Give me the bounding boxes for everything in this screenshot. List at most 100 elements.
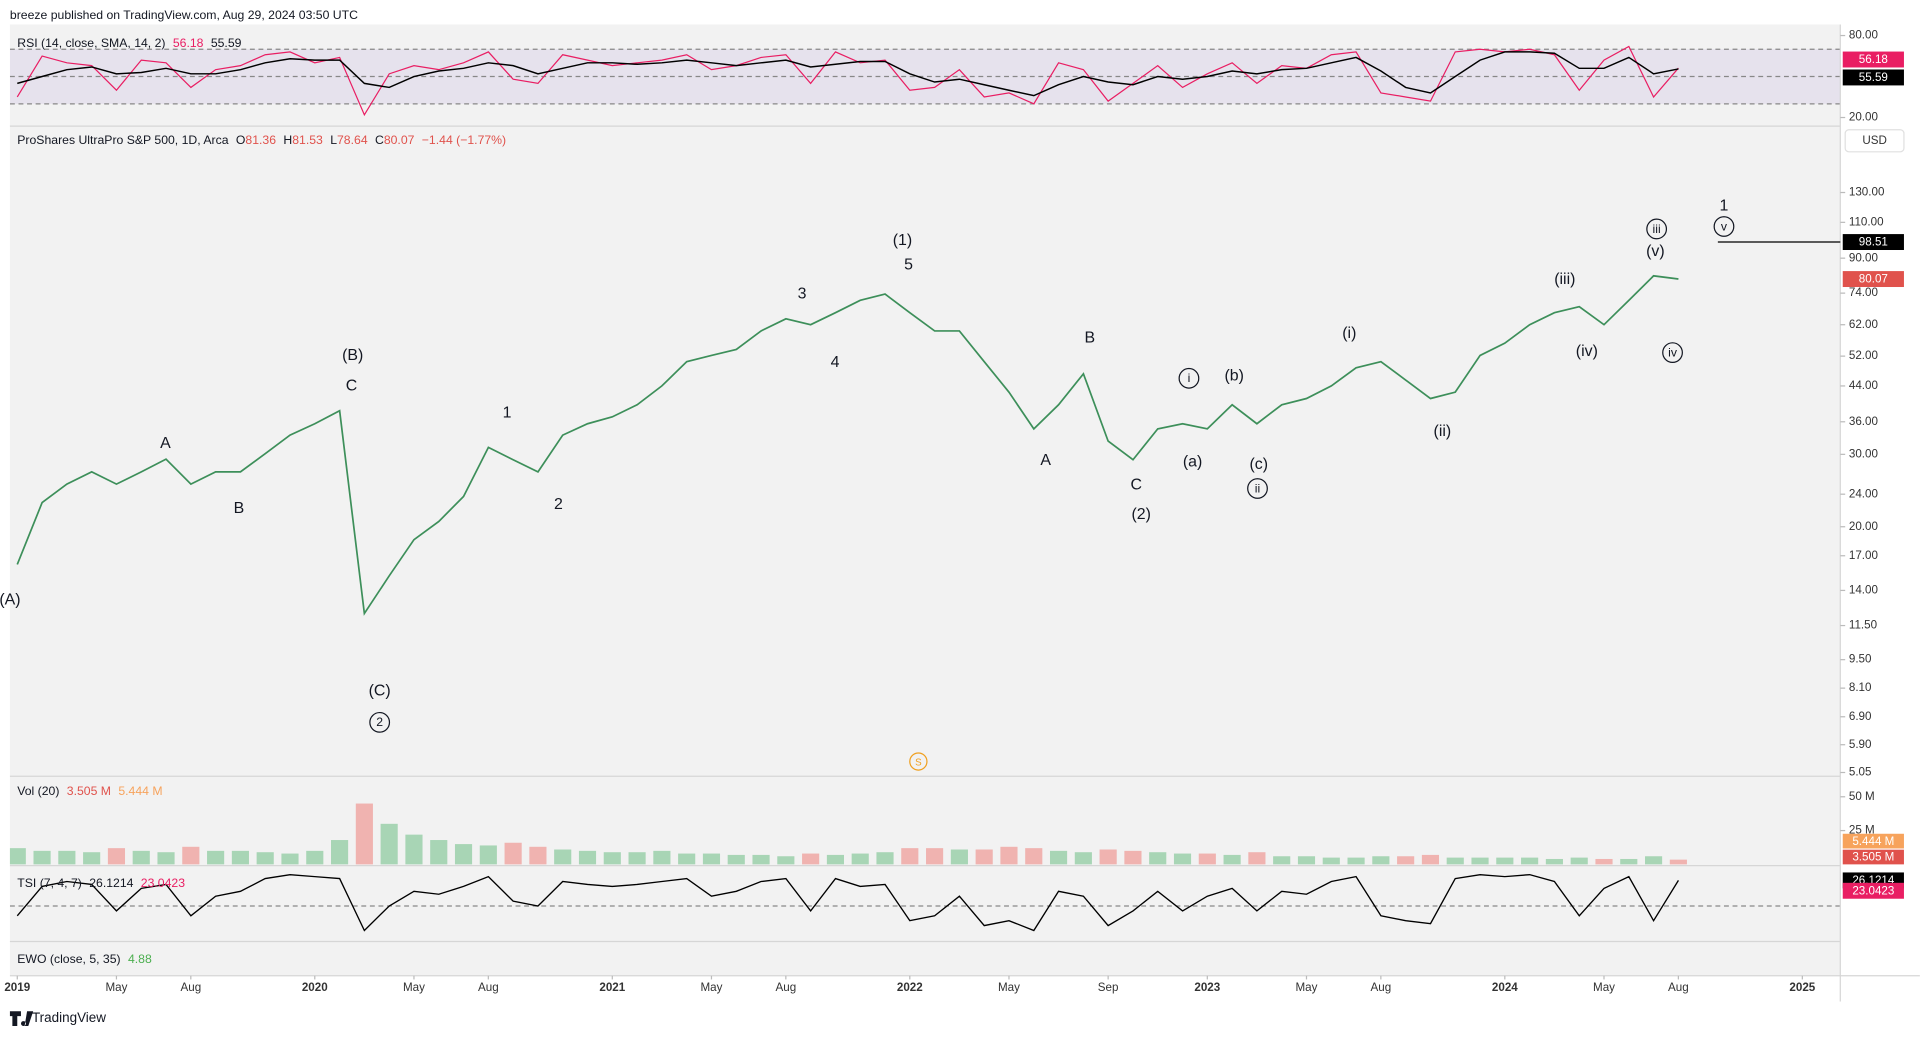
- volume-bar: [1471, 857, 1489, 865]
- x-tick-label: May: [1295, 981, 1317, 994]
- volume-bar: [1099, 849, 1117, 865]
- tsi-line: [16, 873, 1680, 932]
- volume-bar: [1570, 857, 1588, 865]
- wave-label: A: [160, 435, 171, 452]
- symbol-name: ProShares UltraPro S&P 500, 1D, Arca: [17, 133, 228, 147]
- wave-label: 1: [503, 404, 512, 421]
- volume-bar: [281, 853, 299, 865]
- volume-bar: [1273, 856, 1291, 865]
- wave-label: C: [1131, 477, 1143, 494]
- volume-bar: [926, 848, 944, 865]
- wave-label: 5: [904, 256, 913, 273]
- tsi-signal-tag: [1842, 882, 1904, 899]
- level-tag-label: 98.51: [1859, 236, 1888, 249]
- wave-label: i: [1188, 371, 1191, 385]
- volume-bar: [653, 850, 671, 865]
- wave-label: (v): [1646, 243, 1665, 260]
- volume-bar: [1149, 852, 1167, 865]
- y-tick-label: 6.90: [1849, 710, 1872, 723]
- volume-ma-value: 5.444 M: [118, 784, 162, 798]
- currency-label[interactable]: USD: [1862, 134, 1887, 147]
- volume-bar: [504, 842, 522, 865]
- x-tick-label: 2023: [1194, 981, 1220, 994]
- volume-bar: [1645, 856, 1663, 865]
- volume-bar: [132, 850, 150, 865]
- tsi-signal-value: 23.0423: [141, 876, 185, 890]
- volume-bar: [1297, 856, 1316, 865]
- wave-label: (c): [1249, 456, 1268, 473]
- x-tick-label: 2022: [897, 981, 923, 994]
- volume-bar: [380, 823, 398, 865]
- volume-bar: [1372, 856, 1390, 865]
- x-tick-label: May: [998, 981, 1020, 994]
- wave-label: v: [1721, 219, 1728, 233]
- volume-bar: [1347, 857, 1365, 865]
- volume-bar: [802, 853, 820, 865]
- rsi-ma-value: 55.59: [211, 36, 242, 50]
- rsi-tag-label: 56.18: [1859, 53, 1888, 66]
- y-tick-label: 52.00: [1849, 349, 1879, 362]
- volume-bar: [182, 846, 200, 865]
- wave-label: C: [346, 377, 358, 394]
- volume-value: 3.505 M: [67, 784, 111, 798]
- split-marker-label[interactable]: S: [915, 757, 922, 768]
- y-tick-label: 20.00: [1849, 520, 1879, 533]
- volume-bar: [1049, 850, 1068, 865]
- wave-circle: [1662, 342, 1683, 364]
- change-value: −1.44 (−1.77%): [422, 133, 506, 147]
- y-tick-label: 24.00: [1849, 487, 1879, 500]
- volume-ma-tag: [1842, 833, 1904, 849]
- ewo-title: EWO (close, 5, 35): [17, 952, 120, 966]
- volume-bar: [9, 848, 26, 865]
- wave-label: (b): [1225, 368, 1244, 385]
- volume-bar: [950, 849, 968, 865]
- volume-bar: [1198, 853, 1216, 865]
- level-tag: [1842, 234, 1904, 251]
- volume-bar: [1595, 858, 1613, 865]
- volume-ma-tag-label: 5.444 M: [1852, 835, 1894, 848]
- y-tick-label: 74.00: [1849, 286, 1879, 299]
- split-marker[interactable]: [909, 752, 928, 771]
- volume-bar: [975, 849, 993, 865]
- volume-bar: [157, 852, 175, 865]
- volume-bar: [454, 844, 473, 865]
- wave-label: (a): [1183, 453, 1202, 470]
- volume-bar: [727, 854, 745, 865]
- y-tick-label: 14.00: [1849, 584, 1879, 597]
- volume-bar: [1421, 854, 1440, 865]
- currency-button[interactable]: [1844, 129, 1905, 153]
- wave-label: (i): [1342, 325, 1356, 342]
- wave-label: ii: [1255, 481, 1260, 495]
- x-tick-label: May: [700, 981, 722, 994]
- wave-label: (iv): [1576, 343, 1598, 360]
- volume-bar: [207, 850, 225, 865]
- wave-label: A: [1040, 452, 1051, 469]
- y-tick-label: 50 M: [1849, 790, 1875, 803]
- x-tick-label: 2025: [1789, 981, 1815, 994]
- y-tick-label: 110.00: [1849, 215, 1884, 228]
- volume-bar: [58, 850, 76, 865]
- symbol-header: ProShares UltraPro S&P 500, 1D, Arca O81.…: [17, 133, 506, 147]
- wave-label: (ii): [1434, 423, 1452, 440]
- wave-label: 4: [831, 354, 840, 371]
- open-value: 81.36: [245, 133, 276, 147]
- low-label: L: [330, 133, 337, 147]
- volume-bar: [430, 840, 448, 865]
- volume-bar: [752, 854, 770, 865]
- volume-bar: [83, 852, 101, 865]
- volume-bar: [1322, 857, 1340, 865]
- volume-bar: [777, 856, 795, 865]
- wave-label: 1: [1720, 198, 1729, 215]
- volume-tag: [1842, 849, 1904, 865]
- volume-bar: [826, 854, 844, 865]
- close-value: 80.07: [384, 133, 415, 147]
- tsi-title: TSI (7, 4, 7): [17, 876, 82, 890]
- x-tick-label: May: [403, 981, 425, 994]
- wave-label: (B): [342, 347, 363, 364]
- ewo-header: EWO (close, 5, 35) 4.88: [17, 952, 152, 966]
- x-tick-label: 2019: [4, 981, 30, 994]
- volume-bar: [702, 853, 721, 865]
- y-tick-label: 8.10: [1849, 681, 1872, 694]
- wave-label: iii: [1653, 222, 1661, 236]
